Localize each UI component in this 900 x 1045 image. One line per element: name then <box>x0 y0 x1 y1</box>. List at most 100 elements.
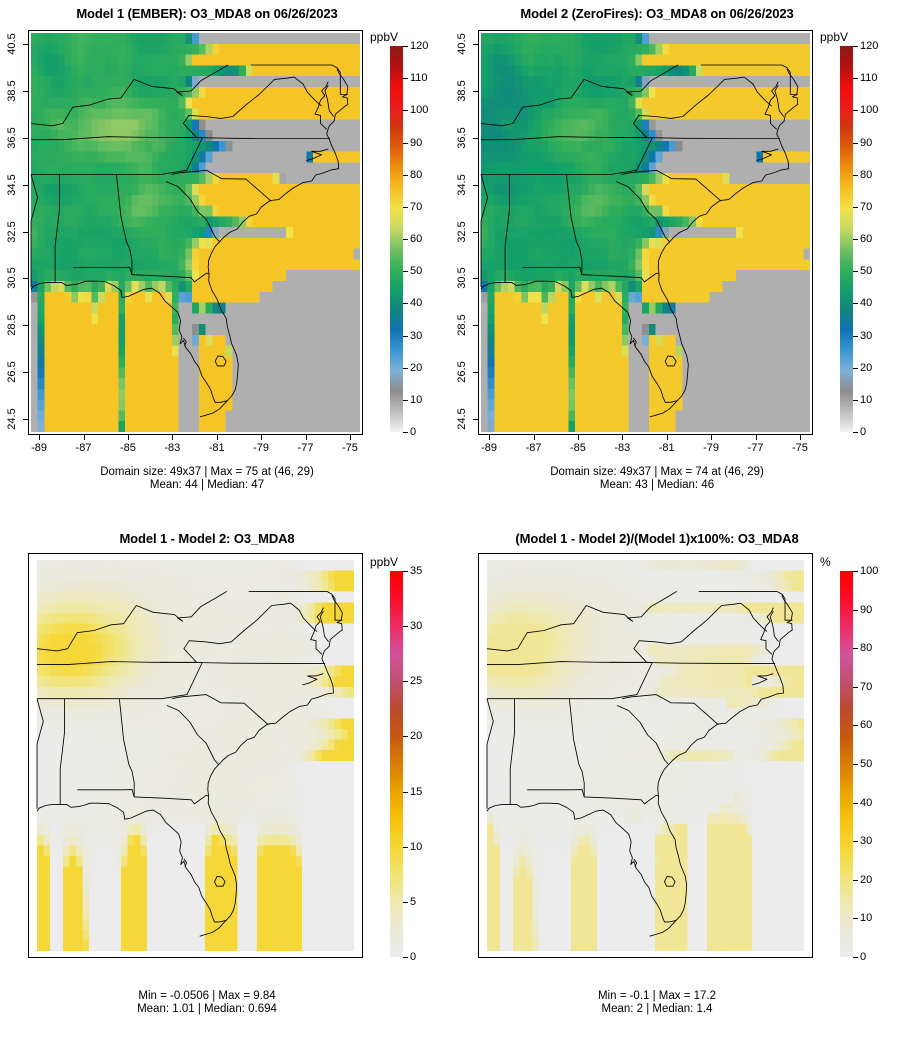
y-tick-label: 32.5 <box>6 220 18 243</box>
y-tick-mark <box>473 325 478 327</box>
map-plot-percent-difference[interactable] <box>478 553 813 958</box>
colorbar-tick-mark <box>403 271 408 273</box>
colorbar-strip-model2 <box>840 46 853 432</box>
x-tick-label: -81 <box>658 442 675 454</box>
x-tick-label: -83 <box>164 442 181 454</box>
colorbar-tick-label: 90 <box>860 603 873 616</box>
colorbar-tick-mark <box>853 957 858 958</box>
colorbar-tick-mark <box>853 725 858 727</box>
y-axis-model2: 40.5 38.5 36.5 34.5 32.5 30.5 28.5 26.5 24.5 <box>450 30 478 435</box>
y-tick-label: 30.5 <box>6 267 18 290</box>
panel-caption-model1-line1: Domain size: 49x37 | Max = 75 at (46, 29… <box>100 466 314 478</box>
colorbar-tick-mark <box>403 110 408 112</box>
y-tick-mark <box>23 372 28 374</box>
colorbar-tick-label: 40 <box>860 297 873 310</box>
x-tick-mark <box>577 435 579 440</box>
x-tick-label: -87 <box>525 442 542 454</box>
colorbar-tick-label: 30 <box>860 329 873 342</box>
colorbar-tick-label: 100 <box>860 565 879 577</box>
colorbar-tick-label: 5 <box>410 895 417 908</box>
y-axis-percent-difference <box>450 553 478 958</box>
panel-caption-difference-line2: Mean: 1.01 | Median: 0.694 <box>137 1003 277 1015</box>
colorbar-tick-label: 60 <box>860 719 873 732</box>
colorbar-title-model1: ppbV <box>370 30 399 44</box>
map-plot-model1[interactable] <box>28 30 363 435</box>
colorbar-tick-label: 0 <box>860 951 867 963</box>
colorbar-tick-mark <box>853 110 858 112</box>
colorbar-tick-label: 20 <box>410 730 423 743</box>
colorbar-strip-difference <box>390 571 403 957</box>
colorbar-tick-label: 110 <box>860 72 878 85</box>
x-tick-label: -85 <box>569 442 586 454</box>
map-outline-overlay <box>36 590 343 937</box>
colorbar-tick-mark <box>853 367 858 369</box>
colorbar-tick-label: 10 <box>410 393 423 406</box>
x-axis-model2: -89 -87 -85 -83 -81 -79 -77 -75 <box>478 435 813 461</box>
y-tick-label: 38.5 <box>456 80 468 102</box>
colorbar-tick-label: 120 <box>860 40 879 52</box>
colorbar-title-model2: ppbV <box>820 30 849 44</box>
y-tick-label: 34.5 <box>456 173 468 196</box>
colorbar-tick-label: 0 <box>410 426 417 438</box>
panel-caption-percent-difference-line2: Mean: 2 | Median: 1.4 <box>601 1003 713 1015</box>
x-tick-label: -89 <box>31 442 48 454</box>
y-tick-label: 28.5 <box>456 314 468 336</box>
colorbar-tick-label: 70 <box>860 200 873 213</box>
colorbar-tick-mark <box>853 609 858 611</box>
x-tick-label: -89 <box>481 442 498 454</box>
colorbar-tick-label: 80 <box>860 168 873 181</box>
colorbar-tick-mark <box>403 46 408 47</box>
colorbar-percent-difference[interactable]: % 0 10 20 30 40 50 60 70 80 90 100 <box>820 553 900 963</box>
colorbar-difference[interactable]: ppbV 0 5 10 15 20 25 30 35 <box>370 553 450 963</box>
colorbar-tick-mark <box>403 736 408 738</box>
x-tick-label: -81 <box>208 442 225 454</box>
x-tick-mark <box>127 435 129 440</box>
colorbar-tick-mark <box>403 206 408 208</box>
colorbar-tick-label: 40 <box>860 796 873 809</box>
panel-title-percent-difference: (Model 1 - Model 2)/(Model 1)x100%: O3_M… <box>515 531 799 546</box>
map-plot-model2[interactable] <box>478 30 813 435</box>
colorbar-tick-mark <box>403 432 408 433</box>
colorbar-tick-mark <box>853 802 858 804</box>
panel-caption-model2-line1: Domain size: 49x37 | Max = 74 at (46, 29… <box>550 466 764 478</box>
colorbar-tick-label: 50 <box>410 265 423 278</box>
colorbar-tick-mark <box>403 571 408 572</box>
colorbar-tick-mark <box>403 626 408 628</box>
colorbar-tick-label: 30 <box>860 835 873 848</box>
colorbar-tick-label: 10 <box>860 912 873 925</box>
colorbar-tick-mark <box>853 841 858 843</box>
y-tick-label: 36.5 <box>456 127 468 149</box>
map-outline-overlay <box>486 590 793 937</box>
y-tick-mark <box>473 418 478 420</box>
colorbar-tick-mark <box>853 686 858 688</box>
colorbar-tick-mark <box>403 957 408 958</box>
x-tick-label: -77 <box>747 442 764 454</box>
colorbar-tick-mark <box>853 648 858 650</box>
y-tick-label: 36.5 <box>6 127 18 149</box>
colorbar-tick-mark <box>853 174 858 176</box>
colorbar-tick-mark <box>853 571 858 572</box>
colorbar-model1[interactable]: ppbV 0 10 20 30 40 50 60 70 80 90 100 110 120 <box>370 30 450 438</box>
y-tick-mark <box>23 231 28 233</box>
x-tick-mark <box>216 435 218 440</box>
colorbar-tick-mark <box>853 142 858 144</box>
panel-model2: Model 2 (ZeroFires): O3_MDA8 on 06/26/20… <box>450 0 900 505</box>
x-tick-mark <box>305 435 307 440</box>
colorbar-tick-label: 120 <box>410 40 429 52</box>
y-tick-label: 26.5 <box>6 361 18 383</box>
y-tick-mark <box>23 44 28 46</box>
colorbar-tick-label: 90 <box>410 136 423 149</box>
x-tick-mark <box>261 435 263 440</box>
colorbar-tick-label: 0 <box>410 951 417 963</box>
colorbar-tick-label: 15 <box>410 785 423 798</box>
colorbar-tick-mark <box>403 791 408 793</box>
y-tick-label: 30.5 <box>456 267 468 290</box>
panel-caption-difference-line1: Min = -0.0506 | Max = 9.84 <box>138 990 276 1002</box>
colorbar-model2[interactable]: ppbV 0 10 20 30 40 50 60 70 80 90 100 110 120 <box>820 30 900 438</box>
map-outline-overlay <box>480 64 799 418</box>
map-plot-difference[interactable] <box>28 553 363 958</box>
colorbar-tick-label: 30 <box>410 620 423 633</box>
colorbar-tick-label: 60 <box>860 233 873 245</box>
colorbar-tick-label: 80 <box>410 168 423 181</box>
colorbar-tick-mark <box>853 206 858 208</box>
